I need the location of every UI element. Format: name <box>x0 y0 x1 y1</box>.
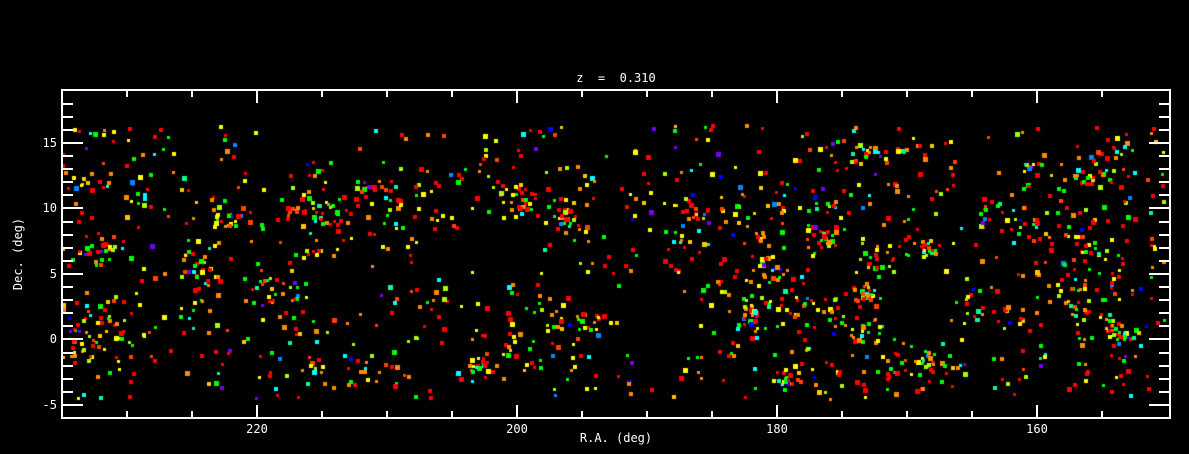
x-minor-tick <box>581 411 583 417</box>
right-y-minor-tick <box>1159 155 1169 157</box>
y-major-tick <box>63 404 83 406</box>
y-minor-tick <box>63 365 73 367</box>
right-y-minor-tick <box>1159 378 1169 380</box>
y-minor-tick <box>63 181 73 183</box>
right-y-minor-tick <box>1159 365 1169 367</box>
right-y-minor-tick <box>1159 325 1169 327</box>
x-axis-label: R.A. (deg) <box>579 431 653 445</box>
y-minor-tick <box>63 325 73 327</box>
right-y-major-tick <box>1149 338 1169 340</box>
top-x-minor-tick <box>841 91 843 97</box>
right-y-major-tick <box>1149 207 1169 209</box>
right-y-minor-tick <box>1159 194 1169 196</box>
x-minor-tick <box>1101 411 1103 417</box>
y-minor-tick <box>63 168 73 170</box>
y-minor-tick <box>63 352 73 354</box>
right-y-minor-tick <box>1159 168 1169 170</box>
y-tick-label: -5 <box>42 398 57 412</box>
y-minor-tick <box>63 247 73 249</box>
top-x-minor-tick <box>126 91 128 97</box>
y-minor-tick <box>63 312 73 314</box>
top-x-minor-tick <box>581 91 583 97</box>
top-x-major-tick <box>776 91 778 103</box>
right-y-minor-tick <box>1159 103 1169 105</box>
y-minor-tick <box>63 378 73 380</box>
top-x-minor-tick <box>321 91 323 97</box>
y-minor-tick <box>63 286 73 288</box>
y-minor-tick <box>63 234 73 236</box>
right-y-minor-tick <box>1159 312 1169 314</box>
y-major-tick <box>63 273 83 275</box>
right-y-major-tick <box>1149 142 1169 144</box>
y-minor-tick <box>63 299 73 301</box>
right-y-minor-tick <box>1159 234 1169 236</box>
right-y-minor-tick <box>1159 181 1169 183</box>
x-major-tick <box>256 405 258 417</box>
right-y-minor-tick <box>1159 286 1169 288</box>
y-major-tick <box>63 338 83 340</box>
right-y-minor-tick <box>1159 129 1169 131</box>
plot-frame <box>61 89 1171 419</box>
y-minor-tick <box>63 194 73 196</box>
plot-title: z = 0.310 <box>576 71 656 85</box>
x-minor-tick <box>386 411 388 417</box>
y-tick-label: 10 <box>42 201 57 215</box>
y-minor-tick <box>63 155 73 157</box>
x-minor-tick <box>191 411 193 417</box>
x-minor-tick <box>321 411 323 417</box>
right-y-minor-tick <box>1159 391 1169 393</box>
top-x-minor-tick <box>971 91 973 97</box>
y-minor-tick <box>63 391 73 393</box>
top-x-minor-tick <box>646 91 648 97</box>
y-minor-tick <box>63 260 73 262</box>
x-major-tick <box>516 405 518 417</box>
y-major-tick <box>63 142 83 144</box>
right-y-minor-tick <box>1159 116 1169 118</box>
right-y-minor-tick <box>1159 260 1169 262</box>
y-minor-tick <box>63 129 73 131</box>
x-tick-label: 160 <box>1026 422 1048 436</box>
top-x-minor-tick <box>451 91 453 97</box>
y-minor-tick <box>63 116 73 118</box>
top-x-major-tick <box>1036 91 1038 103</box>
top-x-major-tick <box>256 91 258 103</box>
top-x-minor-tick <box>906 91 908 97</box>
x-tick-label: 180 <box>766 422 788 436</box>
right-y-minor-tick <box>1159 221 1169 223</box>
x-minor-tick <box>971 411 973 417</box>
y-minor-tick <box>63 221 73 223</box>
right-y-major-tick <box>1149 404 1169 406</box>
y-tick-label: 5 <box>49 267 57 281</box>
top-x-major-tick <box>516 91 518 103</box>
right-y-major-tick <box>1149 273 1169 275</box>
y-axis-label: Dec. (deg) <box>11 217 25 291</box>
x-major-tick <box>776 405 778 417</box>
x-minor-tick <box>906 411 908 417</box>
y-tick-label: 0 <box>49 332 57 346</box>
top-x-minor-tick <box>386 91 388 97</box>
x-minor-tick <box>451 411 453 417</box>
top-x-minor-tick <box>191 91 193 97</box>
x-minor-tick <box>126 411 128 417</box>
right-y-minor-tick <box>1159 352 1169 354</box>
x-major-tick <box>1036 405 1038 417</box>
right-y-minor-tick <box>1159 299 1169 301</box>
x-minor-tick <box>711 411 713 417</box>
top-x-minor-tick <box>711 91 713 97</box>
y-tick-label: 15 <box>42 136 57 150</box>
top-x-minor-tick <box>1101 91 1103 97</box>
x-minor-tick <box>841 411 843 417</box>
y-minor-tick <box>63 103 73 105</box>
x-minor-tick <box>646 411 648 417</box>
y-major-tick <box>63 207 83 209</box>
right-y-minor-tick <box>1159 247 1169 249</box>
x-tick-label: 200 <box>506 422 528 436</box>
x-tick-label: 220 <box>246 422 268 436</box>
